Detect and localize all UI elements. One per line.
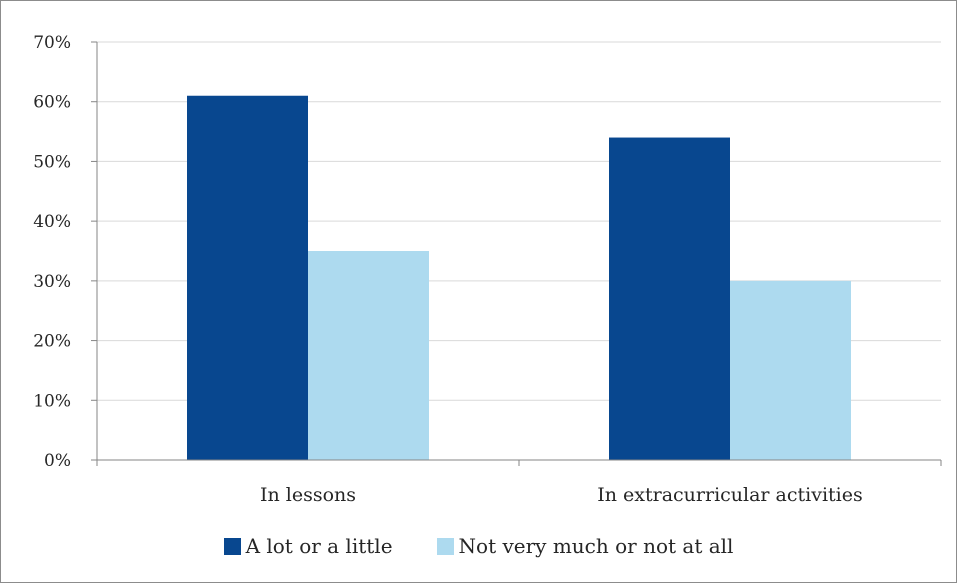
y-tick-label: 10% [33, 391, 71, 411]
legend-entry: Not very much or not at all [436, 534, 734, 558]
y-tick-label: 0% [44, 451, 71, 471]
y-tick-label: 40% [33, 212, 71, 232]
bar-a-lot-or-a-little [187, 95, 308, 460]
bar-not-very-much-or-not-at-all [308, 251, 429, 460]
x-axis-ticks: In lessons In extracurricular activities [96, 460, 942, 506]
bar-a-lot-or-a-little [609, 137, 730, 461]
y-tick-label: 50% [33, 152, 71, 172]
y-tick-label: 60% [33, 93, 71, 113]
bar-not-very-much-or-not-at-all [730, 280, 851, 460]
legend: A lot or a little Not very much or not at… [0, 534, 957, 558]
y-tick-label: 70% [33, 33, 71, 53]
legend-label: Not very much or not at all [458, 534, 734, 558]
legend-entry: A lot or a little [223, 534, 393, 558]
x-category-label: In lessons [260, 484, 356, 506]
legend-swatch [223, 537, 241, 555]
x-category-label: In extracurricular activities [597, 484, 863, 506]
legend-swatch [436, 537, 454, 555]
legend-label: A lot or a little [245, 534, 393, 558]
y-tick-label: 30% [33, 272, 71, 292]
y-axis-ticks: 0% 10% 20% 30% 40% 50% 60% 70% [33, 33, 97, 471]
bars [187, 95, 851, 461]
y-tick-label: 20% [33, 332, 71, 352]
